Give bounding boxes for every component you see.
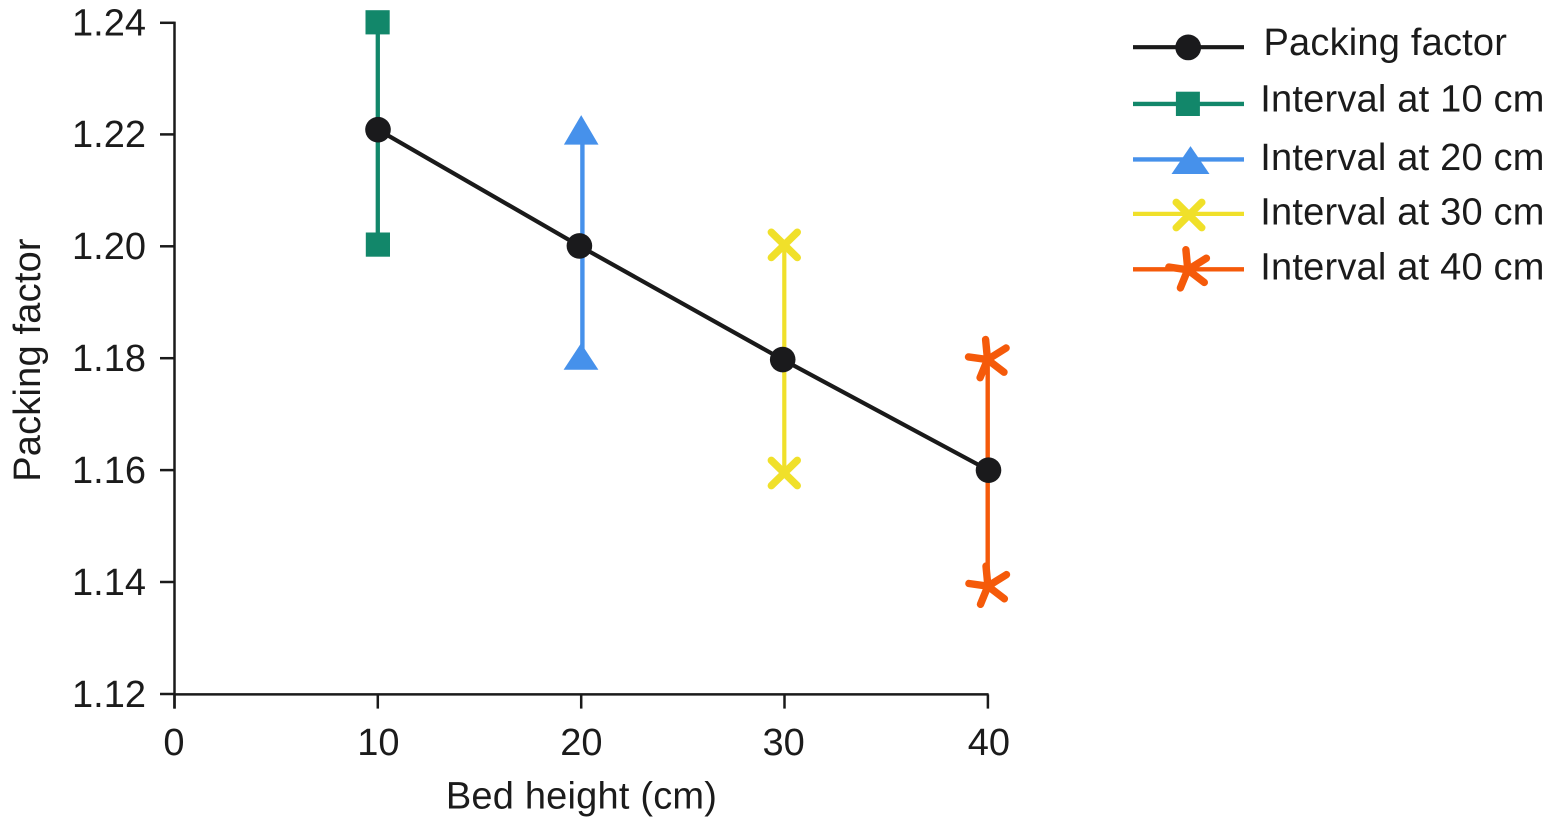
svg-text:40: 40 — [968, 722, 1010, 764]
svg-text:Interval at 30 cm: Interval at 30 cm — [1260, 192, 1544, 234]
svg-text:1.24: 1.24 — [72, 3, 146, 45]
svg-text:1.18: 1.18 — [72, 338, 146, 380]
svg-text:30: 30 — [762, 722, 804, 764]
svg-text:Interval at 40 cm: Interval at 40 cm — [1260, 247, 1544, 289]
svg-text:10: 10 — [357, 722, 399, 764]
svg-text:20: 20 — [560, 722, 602, 764]
svg-text:Interval at 20 cm: Interval at 20 cm — [1260, 137, 1544, 179]
svg-text:Interval at 10 cm: Interval at 10 cm — [1260, 79, 1544, 121]
svg-text:1.22: 1.22 — [72, 114, 146, 156]
svg-text:1.20: 1.20 — [72, 226, 146, 268]
svg-text:Bed height (cm): Bed height (cm) — [446, 775, 717, 817]
svg-text:1.14: 1.14 — [72, 562, 146, 604]
svg-text:Packing factor: Packing factor — [7, 238, 49, 482]
svg-text:1.16: 1.16 — [72, 450, 146, 492]
svg-text:0: 0 — [163, 722, 184, 764]
svg-text:1.12: 1.12 — [72, 674, 146, 716]
svg-text:Packing factor: Packing factor — [1264, 22, 1508, 64]
